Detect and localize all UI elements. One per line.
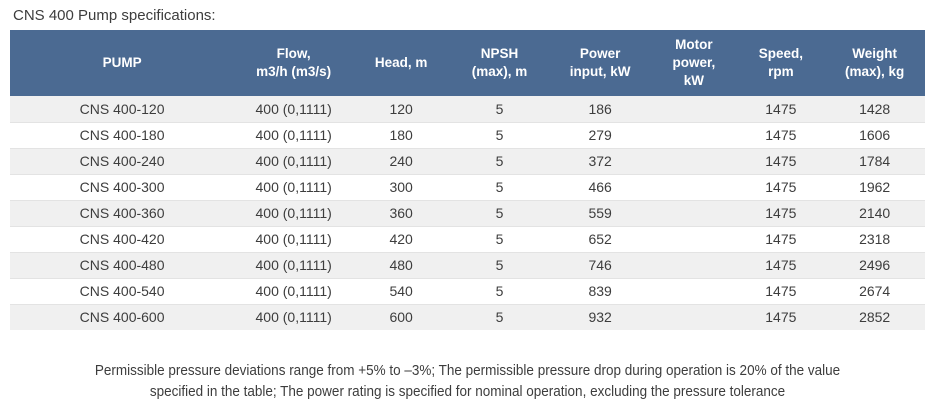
- cell-power-input: 279: [549, 121, 651, 148]
- column-header-head: Head, m: [353, 30, 450, 96]
- table-row: CNS 400-420 400 (0,1111) 420 5 652 1475 2318: [10, 225, 925, 252]
- table-row: CNS 400-120 400 (0,1111) 120 5 186 1475 1428: [10, 96, 925, 122]
- table-row: CNS 400-600 400 (0,1111) 600 5 932 1475 2852: [10, 303, 925, 330]
- table-row: CNS 400-360 400 (0,1111) 360 5 559 1475 2140: [10, 199, 925, 226]
- cell-motor-power: [650, 251, 738, 278]
- cell-pump: CNS 400-120: [79, 100, 165, 117]
- cell-weight: 2318: [824, 225, 925, 252]
- page-title: CNS 400 Pump specifications:: [13, 7, 216, 24]
- table-row: CNS 400-240 400 (0,1111) 240 5 372 1475 1784: [10, 147, 925, 174]
- cell-pump: CNS 400-300: [10, 173, 235, 200]
- cell-flow: 400 (0,1111): [234, 277, 354, 304]
- cell-npsh: 5: [449, 225, 550, 252]
- cell-speed: 1475: [737, 303, 825, 330]
- cell-pump: CNS 400-240: [10, 147, 235, 174]
- cell-flow: 400 (0,1111): [234, 173, 354, 200]
- cell-flow: 400 (0,1111): [255, 100, 332, 117]
- cell-motor-power: [650, 173, 738, 200]
- cell-speed: 1475: [737, 199, 825, 226]
- cell-power-input: 746: [549, 251, 651, 278]
- cell-flow: 400 (0,1111): [234, 147, 354, 174]
- column-header-weight: Weight (max), kg: [824, 30, 925, 96]
- cell-pump: CNS 400-360: [10, 199, 235, 226]
- cell-speed: 1475: [737, 173, 825, 200]
- cell-motor-power: [650, 225, 738, 252]
- cell-pump: CNS 400-480: [10, 251, 235, 278]
- column-header-flow: Flow, m3/h (m3/s): [234, 30, 354, 96]
- table-row: CNS 400-300 400 (0,1111) 300 5 466 1475 1962: [10, 173, 925, 200]
- cell-pump: CNS 400-540: [10, 277, 235, 304]
- cell-weight: 1428: [859, 100, 891, 117]
- header-row: PUMP Flow, m3/h (m3/s) Head, m NPSH (max), …: [10, 30, 925, 96]
- cell-npsh: 5: [449, 277, 550, 304]
- cell-head: 180: [353, 121, 450, 148]
- cell-weight: 1606: [824, 121, 925, 148]
- cell-npsh: 5: [449, 251, 550, 278]
- table-row: CNS 400-480 400 (0,1111) 480 5 746 1475 2496: [10, 251, 925, 278]
- cell-power-input: 652: [549, 225, 651, 252]
- cell-weight: 1962: [824, 173, 925, 200]
- column-header-motor-power: Motor power, kW: [650, 30, 738, 96]
- cell-head: 300: [353, 173, 450, 200]
- cell-motor-power: [650, 147, 738, 174]
- cell-motor-power: [650, 121, 738, 148]
- cell-speed: 1475: [737, 147, 825, 174]
- cell-pump: CNS 400-600: [10, 303, 235, 330]
- cell-npsh: 5: [449, 173, 550, 200]
- cell-flow: 400 (0,1111): [234, 303, 354, 330]
- cell-speed: 1475: [765, 100, 797, 117]
- cell-head: 360: [353, 199, 450, 226]
- column-header-speed: Speed, rpm: [737, 30, 825, 96]
- cell-weight: 2140: [824, 199, 925, 226]
- cell-speed: 1475: [737, 251, 825, 278]
- cell-power-input: 932: [549, 303, 651, 330]
- cell-power-input: 466: [549, 173, 651, 200]
- cell-flow: 400 (0,1111): [234, 251, 354, 278]
- cell-pump: CNS 400-420: [10, 225, 235, 252]
- cell-npsh: 5: [449, 121, 550, 148]
- cell-npsh: 5: [495, 100, 504, 117]
- cell-head: 540: [353, 277, 450, 304]
- column-header-pump: PUMP: [10, 30, 235, 96]
- cell-flow: 400 (0,1111): [234, 225, 354, 252]
- cell-head: 240: [353, 147, 450, 174]
- cell-motor-power: [650, 199, 738, 226]
- cell-head: 600: [353, 303, 450, 330]
- cell-motor-power: [650, 277, 738, 304]
- cell-head: 480: [353, 251, 450, 278]
- cell-power-input: 186: [588, 100, 612, 117]
- cell-weight: 2496: [824, 251, 925, 278]
- cell-npsh: 5: [449, 199, 550, 226]
- cell-npsh: 5: [449, 147, 550, 174]
- cell-flow: 400 (0,1111): [234, 121, 354, 148]
- cell-speed: 1475: [737, 225, 825, 252]
- table-body: CNS 400-120 400 (0,1111) 120 5 186 1475 1428 CN…: [10, 96, 925, 330]
- cell-power-input: 372: [549, 147, 651, 174]
- pump-specifications-table: PUMP Flow, m3/h (m3/s) Head, m NPSH (max), …: [10, 30, 925, 330]
- cell-speed: 1475: [737, 121, 825, 148]
- cell-weight: 1784: [824, 147, 925, 174]
- footnote: Permissible pressure deviations range fr…: [94, 362, 841, 400]
- cell-power-input: 559: [549, 199, 651, 226]
- cell-weight: 2852: [824, 303, 925, 330]
- cell-pump: CNS 400-180: [10, 121, 235, 148]
- table-row: CNS 400-540 400 (0,1111) 540 5 839 1475 2674: [10, 277, 925, 304]
- cell-npsh: 5: [449, 303, 550, 330]
- column-header-power-input: Power input, kW: [549, 30, 651, 96]
- cell-flow: 400 (0,1111): [234, 199, 354, 226]
- cell-head: 120: [389, 100, 413, 117]
- cell-speed: 1475: [737, 277, 825, 304]
- cell-motor-power: [650, 96, 737, 122]
- cell-weight: 2674: [824, 277, 925, 304]
- cell-motor-power: [650, 303, 738, 330]
- column-header-npsh: NPSH (max), m: [449, 30, 550, 96]
- cell-head: 420: [353, 225, 450, 252]
- cell-power-input: 839: [549, 277, 651, 304]
- table-row: CNS 400-180 400 (0,1111) 180 5 279 1475 1606: [10, 121, 925, 148]
